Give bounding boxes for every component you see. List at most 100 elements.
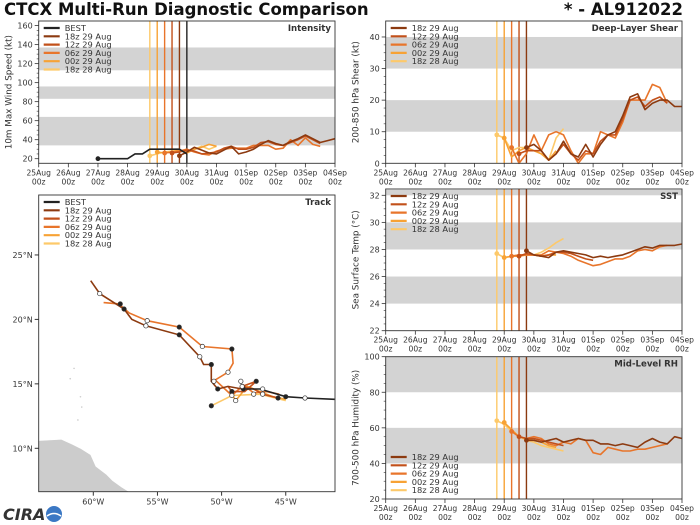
x-tick-date: 28Aug — [115, 168, 140, 177]
track-marker-open — [97, 291, 103, 297]
series-start-point — [516, 434, 522, 440]
x-tick-hour: 00z — [497, 345, 511, 354]
island — [77, 419, 79, 421]
y-tick-label: 60 — [370, 424, 380, 433]
track-marker-open — [225, 369, 231, 375]
x-tick-hour: 00z — [586, 513, 600, 522]
legend-label: BEST — [65, 197, 87, 207]
legend-label: 18z 28 Aug — [412, 224, 459, 234]
plot-frame — [385, 356, 683, 500]
legend-label: 12z 29 Aug — [65, 214, 112, 224]
track-marker-open — [260, 391, 266, 397]
cira-logo-graphic: CIRA — [3, 505, 62, 524]
legend-label: 18z 28 Aug — [412, 56, 459, 66]
x-tick-date: 28Aug — [462, 336, 487, 345]
x-tick-date: 01Sep — [234, 168, 258, 177]
x-tick-date: 29Aug — [492, 504, 517, 513]
track-marker-open — [143, 323, 149, 329]
chart-mid-level-rh: 2040608010025Aug00z26Aug00z27Aug00z28Aug… — [352, 353, 694, 522]
lat-tick-label: 25°N — [13, 251, 33, 260]
x-tick-hour: 00z — [675, 177, 689, 186]
series-start-point — [177, 153, 182, 159]
y-tick-label: 160 — [17, 22, 32, 31]
x-tick-hour: 00z — [646, 513, 660, 522]
y-tick-label: 30 — [370, 218, 380, 227]
x-tick-hour: 00z — [646, 345, 660, 354]
x-tick-hour: 00z — [527, 345, 541, 354]
x-tick-hour: 00z — [527, 513, 541, 522]
series-line-18z-29-aug — [526, 93, 682, 161]
x-tick-date: 30Aug — [175, 168, 200, 177]
track-marker-filled — [121, 306, 127, 312]
x-tick-date: 03Sep — [293, 168, 317, 177]
x-tick-date: 30Aug — [522, 336, 547, 345]
x-tick-hour: 00z — [675, 513, 689, 522]
x-tick-date: 26Aug — [56, 168, 81, 177]
series-line-12z-29-aug — [171, 135, 321, 155]
series-start-point — [169, 150, 175, 156]
x-tick-hour: 00z — [557, 177, 571, 186]
x-tick-hour: 00z — [468, 345, 482, 354]
svg-text:CIRA: CIRA — [3, 505, 45, 524]
series-start-point — [494, 132, 500, 138]
x-tick-date: 27Aug — [433, 168, 458, 177]
series-start-point — [509, 428, 515, 434]
x-tick-date: 31Aug — [551, 504, 576, 513]
x-tick-hour: 00z — [438, 345, 452, 354]
page-title: CTCX Multi-Run Diagnostic Comparison — [4, 0, 369, 19]
y-axis-label: 10m Max Wind Speed (kt) — [5, 35, 15, 149]
island — [80, 406, 83, 408]
y-axis-label: Sea Surface Temp (°C) — [352, 210, 362, 309]
series-start-point — [95, 156, 101, 162]
plot-frame — [38, 194, 336, 493]
y-tick-label: 30 — [370, 65, 380, 74]
plot-frame — [38, 20, 336, 164]
legend-label: 06z 29 Aug — [412, 469, 459, 479]
x-tick-date: 31Aug — [551, 168, 576, 177]
x-tick-date: 30Aug — [522, 504, 547, 513]
y-tick-label: 20 — [370, 495, 380, 504]
lon-tick-label: 55°W — [146, 498, 168, 507]
legend-label: 12z 29 Aug — [65, 40, 112, 50]
track-marker-open — [233, 398, 239, 404]
plot-frame — [385, 188, 683, 332]
track-marker-filled — [208, 403, 214, 409]
shaded-band — [385, 222, 682, 250]
legend-label: 18z 29 Aug — [65, 205, 112, 215]
legend-label: 18z 28 Aug — [65, 239, 112, 249]
x-tick-hour: 00z — [468, 513, 482, 522]
legend-label: 00z 29 Aug — [412, 477, 459, 487]
y-tick-label: 20 — [23, 155, 33, 164]
island — [79, 395, 82, 398]
x-tick-hour: 00z — [379, 345, 393, 354]
legend-label: BEST — [65, 23, 87, 33]
y-tick-label: 10 — [370, 128, 380, 137]
y-axis-label: 200-850 hPa Shear (kt) — [352, 41, 362, 143]
track-marker-open — [144, 318, 150, 324]
land-south-america — [37, 438, 131, 493]
x-tick-hour: 00z — [438, 177, 452, 186]
y-tick-label: 26 — [370, 273, 380, 282]
legend-label: 06z 29 Aug — [412, 208, 459, 218]
y-tick-label: 22 — [370, 327, 380, 336]
y-tick-label: 80 — [370, 388, 380, 397]
y-tick-label: 32 — [370, 191, 380, 200]
track-marker-open — [229, 392, 235, 399]
track-marker-filled — [117, 301, 123, 307]
x-tick-hour: 00z — [646, 177, 660, 186]
series-start-point — [147, 153, 153, 159]
chart-track: 60°W 55°W 50°W 45°W 10°N 15°N 20°N 25°N Track — [13, 194, 336, 507]
legend-label: 18z 29 Aug — [65, 31, 112, 41]
y-tick-label: 40 — [370, 33, 380, 42]
series-start-point — [516, 253, 522, 259]
x-tick-hour: 00z — [62, 177, 76, 186]
x-tick-hour: 00z — [210, 177, 224, 186]
series-line-18z-29-aug — [179, 134, 336, 157]
shaded-band — [385, 276, 682, 304]
series-line-best — [98, 148, 188, 160]
x-tick-date: 31Aug — [551, 336, 576, 345]
track-marker-filled — [283, 394, 289, 400]
x-tick-date: 25Aug — [373, 168, 398, 177]
